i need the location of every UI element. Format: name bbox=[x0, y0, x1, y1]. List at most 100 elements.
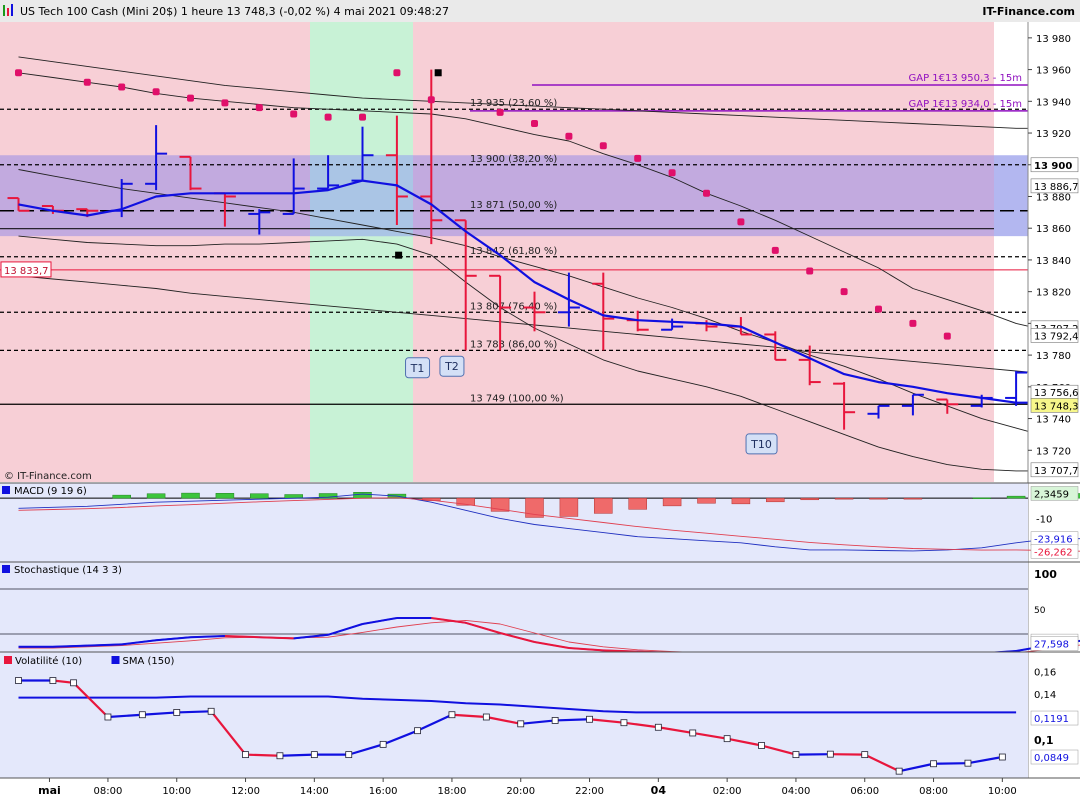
zone-blue-right bbox=[994, 155, 1028, 237]
stoch-k-segment bbox=[293, 633, 329, 640]
price-tag: 13 900 bbox=[1030, 157, 1079, 173]
macd-bar bbox=[146, 493, 166, 499]
vol-segment bbox=[142, 711, 177, 716]
vol-point bbox=[70, 679, 77, 687]
price-tag-box bbox=[1030, 398, 1079, 413]
left-tag-label: 13 833,7 bbox=[4, 266, 49, 277]
vol-segment bbox=[279, 753, 315, 757]
price-tag: 13 707,7 bbox=[1030, 462, 1079, 478]
vol-tick-label: 0,14 bbox=[1034, 690, 1056, 701]
vol-panel-bg bbox=[0, 652, 1028, 778]
vol-segment bbox=[623, 721, 659, 729]
price-tag: 13 886,7 bbox=[1030, 178, 1079, 194]
price-tag-box bbox=[1030, 462, 1079, 478]
fib-label: 13 749 (100,00 %) bbox=[470, 393, 564, 404]
marker-box bbox=[439, 355, 465, 377]
vol-sma-line bbox=[18, 695, 1017, 714]
sar-dot bbox=[187, 94, 194, 102]
candle bbox=[385, 115, 408, 226]
macd-bar bbox=[318, 493, 338, 499]
vol-point bbox=[654, 723, 662, 731]
price-tag-label: 13 886,7 bbox=[1034, 182, 1079, 193]
stoch-k-segment bbox=[362, 617, 398, 625]
macd-bar bbox=[628, 497, 647, 510]
stoch-k-segment bbox=[156, 636, 191, 642]
vol-point bbox=[758, 742, 765, 749]
vol-point bbox=[895, 767, 903, 775]
vol-point bbox=[379, 740, 387, 748]
stoch-k-segment bbox=[52, 644, 88, 648]
macd-bar bbox=[181, 492, 200, 499]
vol-segment bbox=[486, 715, 521, 725]
macd-bar bbox=[766, 497, 785, 503]
vol-point bbox=[242, 751, 249, 759]
stoch-tag-label: 27,598 bbox=[1034, 639, 1069, 650]
stoch-k-segment bbox=[327, 623, 363, 636]
macd-bar bbox=[525, 497, 544, 518]
candle bbox=[489, 274, 512, 351]
sar-dot bbox=[118, 83, 126, 91]
candle bbox=[936, 398, 959, 414]
sar-dot bbox=[875, 305, 882, 313]
sar-dot bbox=[393, 69, 401, 77]
candle bbox=[179, 155, 202, 191]
vol-segment bbox=[382, 729, 418, 746]
marker-box bbox=[405, 357, 431, 379]
macd-bar bbox=[662, 497, 682, 507]
vol-segment bbox=[451, 713, 487, 719]
vol-point bbox=[104, 713, 112, 721]
vol-point bbox=[792, 751, 800, 759]
vol-point bbox=[448, 711, 456, 719]
chart-title: US Tech 100 Cash (Mini 20$) 1 heure 13 7… bbox=[20, 5, 449, 18]
macd-signal bbox=[18, 497, 1080, 552]
marker-t10: T10 bbox=[745, 433, 778, 455]
sar-dot bbox=[83, 78, 91, 86]
vol-segment bbox=[589, 718, 625, 724]
y-tick-label: 13 920 bbox=[1036, 129, 1071, 140]
left-price-tag: 13 833,7 bbox=[0, 261, 52, 278]
vol-point bbox=[620, 719, 628, 727]
sar-dot bbox=[324, 113, 332, 121]
sar-dot bbox=[668, 169, 676, 177]
vol-point bbox=[551, 717, 559, 724]
fib-label: 13 842 (61,80 %) bbox=[470, 246, 557, 257]
zone-line bbox=[0, 228, 994, 230]
sar-dot-black bbox=[434, 69, 442, 77]
macd-bar bbox=[834, 497, 854, 500]
stoch-k-segment bbox=[534, 641, 570, 649]
sar-dot bbox=[599, 142, 607, 150]
stoch-k-segment bbox=[121, 639, 157, 646]
vol-point bbox=[689, 729, 697, 737]
vol-point bbox=[310, 751, 318, 759]
vol-segment bbox=[658, 726, 693, 735]
y-tick-label: 13 780 bbox=[1036, 351, 1071, 362]
vol-tag-box bbox=[1030, 710, 1079, 726]
x-tick-label: 02:00 bbox=[713, 786, 742, 797]
vol-value-tag: 0,0849 bbox=[1030, 749, 1079, 765]
stoch-k-segment bbox=[87, 643, 122, 647]
candle bbox=[317, 155, 340, 190]
y-tick-label: 13 840 bbox=[1036, 256, 1071, 267]
trend-lower bbox=[18, 275, 1080, 378]
vol-segment bbox=[417, 713, 453, 732]
sar-dot bbox=[496, 108, 504, 116]
brand-label: IT-Finance.com bbox=[982, 5, 1075, 18]
macd-bar bbox=[112, 494, 131, 499]
y-tick-label: 13 820 bbox=[1036, 288, 1071, 299]
fib-label: 13 935 (23,60 %) bbox=[470, 98, 557, 109]
candle bbox=[867, 404, 890, 419]
stoch-k-segment bbox=[465, 621, 501, 634]
x-axis-bg bbox=[0, 778, 1080, 800]
vol-point bbox=[414, 727, 421, 735]
price-tag: 13 792,4 bbox=[1030, 328, 1079, 343]
macd-value-tag: -23,916 bbox=[1030, 531, 1079, 546]
sar-dot bbox=[565, 132, 573, 140]
left-tag-box bbox=[0, 261, 52, 278]
vol-segment bbox=[520, 719, 556, 725]
fib-label: 13 900 (38,20 %) bbox=[470, 154, 557, 165]
vol-segment bbox=[967, 755, 1003, 765]
price-tag: 13 756,6 bbox=[1030, 384, 1079, 400]
vol-segment bbox=[692, 731, 728, 740]
stoch-panel-bg bbox=[0, 562, 1028, 652]
